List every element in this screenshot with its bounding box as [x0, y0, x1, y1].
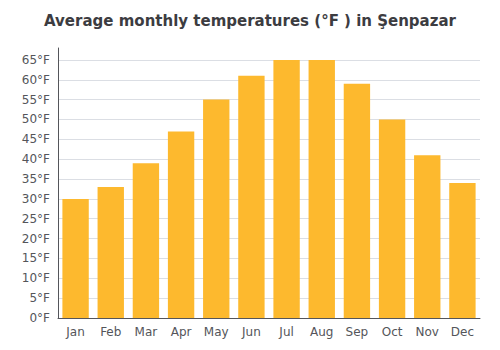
svg-text:5°F: 5°F	[29, 291, 50, 305]
svg-text:Average monthly temperatures (: Average monthly temperatures (°F ) in Şe…	[44, 12, 457, 30]
svg-text:Mar: Mar	[135, 325, 158, 339]
svg-text:Jun: Jun	[241, 325, 261, 339]
svg-text:May: May	[204, 325, 229, 339]
svg-text:45°F: 45°F	[22, 132, 50, 146]
svg-text:Feb: Feb	[100, 325, 121, 339]
svg-text:40°F: 40°F	[22, 152, 50, 166]
svg-text:15°F: 15°F	[22, 251, 50, 265]
svg-text:Sep: Sep	[346, 325, 369, 339]
svg-text:Jan: Jan	[65, 325, 85, 339]
svg-text:55°F: 55°F	[22, 93, 50, 107]
svg-text:0°F: 0°F	[29, 311, 50, 325]
svg-text:25°F: 25°F	[22, 212, 50, 226]
svg-text:Nov: Nov	[416, 325, 439, 339]
svg-text:Dec: Dec	[451, 325, 474, 339]
svg-text:20°F: 20°F	[22, 232, 50, 246]
svg-text:Apr: Apr	[171, 325, 192, 339]
svg-text:50°F: 50°F	[22, 112, 50, 126]
svg-text:10°F: 10°F	[22, 271, 50, 285]
svg-text:Jul: Jul	[278, 325, 293, 339]
svg-text:60°F: 60°F	[22, 73, 50, 87]
svg-text:65°F: 65°F	[22, 53, 50, 67]
svg-text:Oct: Oct	[382, 325, 403, 339]
svg-text:Aug: Aug	[310, 325, 333, 339]
svg-text:35°F: 35°F	[22, 172, 50, 186]
svg-text:30°F: 30°F	[22, 192, 50, 206]
